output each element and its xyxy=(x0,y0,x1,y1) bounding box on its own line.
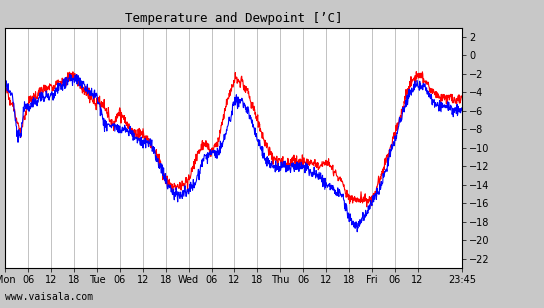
Text: www.vaisala.com: www.vaisala.com xyxy=(5,292,94,302)
Title: Temperature and Dewpoint [’C]: Temperature and Dewpoint [’C] xyxy=(125,12,343,25)
